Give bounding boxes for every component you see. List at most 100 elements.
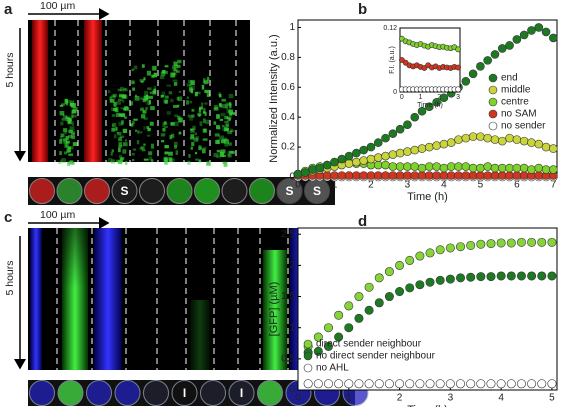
speckle [115, 112, 121, 118]
data-point [344, 379, 354, 389]
speckle [118, 137, 122, 142]
data-point [455, 64, 462, 71]
speckle [66, 148, 69, 153]
data-point [388, 129, 398, 138]
panel-label: d [358, 213, 367, 230]
speckle [124, 161, 128, 166]
speckle [186, 96, 190, 100]
speckle [141, 114, 146, 119]
speckle [198, 145, 202, 151]
data-point [381, 171, 390, 180]
speckle [187, 114, 193, 118]
speckle [227, 130, 232, 134]
data-point [352, 157, 361, 167]
data-point [403, 171, 412, 180]
data-point [432, 171, 441, 180]
x-tick-label: 3 [405, 180, 411, 191]
x-tick-label: 2 [397, 393, 403, 404]
data-point [439, 163, 449, 173]
speckle [117, 160, 123, 165]
speckle [228, 109, 234, 114]
data-point [366, 171, 376, 180]
data-point [439, 171, 449, 180]
speckle [178, 131, 182, 135]
data-point [425, 277, 435, 287]
speckle [203, 80, 208, 85]
speckle [206, 79, 209, 84]
data-point [395, 260, 405, 270]
data-point [483, 133, 492, 143]
data-point [516, 237, 526, 247]
legend-marker [488, 85, 498, 95]
speckle [149, 121, 154, 126]
speckle [110, 159, 116, 164]
data-point [337, 171, 347, 180]
y-tick-label: 0.8 [281, 52, 295, 63]
data-point [425, 171, 434, 180]
data-point [476, 171, 485, 180]
speckle [162, 70, 168, 75]
well [200, 380, 226, 406]
data-point [519, 30, 529, 40]
speckle [71, 121, 74, 127]
speckle [164, 65, 169, 68]
speckle [108, 157, 113, 163]
speckle [200, 102, 204, 107]
data-point [366, 142, 376, 152]
stripe [84, 20, 102, 162]
speckle [143, 95, 149, 101]
data-point [445, 243, 455, 253]
data-point [373, 153, 383, 162]
panel-label: a [4, 1, 13, 18]
speckle [204, 111, 207, 117]
speckle [227, 154, 232, 158]
data-point [455, 46, 462, 53]
speckle [68, 134, 73, 139]
speckle [213, 121, 217, 125]
speckle [124, 106, 130, 111]
speckle [71, 136, 75, 140]
speckle [188, 154, 191, 158]
speckle [189, 137, 195, 140]
speckle [230, 112, 236, 115]
data-point [354, 292, 364, 302]
speckle [110, 152, 113, 156]
x-tick-label: 0 [400, 94, 404, 101]
speckle [216, 155, 221, 159]
data-point [359, 145, 368, 155]
well [194, 178, 220, 204]
speckle [173, 67, 176, 71]
data-point [388, 150, 398, 159]
speckle [199, 146, 203, 150]
data-point [549, 165, 558, 174]
data-point [527, 138, 536, 147]
speckle [144, 91, 149, 96]
data-point [308, 165, 317, 174]
well [143, 380, 169, 406]
speckle [190, 88, 194, 94]
data-point [537, 379, 547, 389]
data-point [461, 133, 471, 143]
speckle [198, 107, 201, 113]
speckle [72, 114, 77, 118]
data-point [323, 323, 333, 333]
x-axis-label: Time (h) [407, 191, 448, 203]
data-point [516, 379, 526, 389]
speckle [224, 121, 229, 124]
speckle [213, 106, 219, 111]
data-point [534, 171, 544, 180]
speckle [170, 98, 174, 103]
speckle [60, 133, 65, 138]
speckle [113, 134, 117, 139]
speckle [69, 160, 74, 165]
speckle [186, 83, 192, 87]
speckle [147, 87, 152, 90]
speckle [230, 151, 236, 154]
data-point [425, 248, 435, 258]
data-point [373, 138, 383, 147]
data-point [293, 169, 303, 179]
speckle [223, 138, 228, 141]
speckle [118, 147, 121, 153]
speckle [146, 134, 151, 137]
data-point [432, 141, 441, 150]
